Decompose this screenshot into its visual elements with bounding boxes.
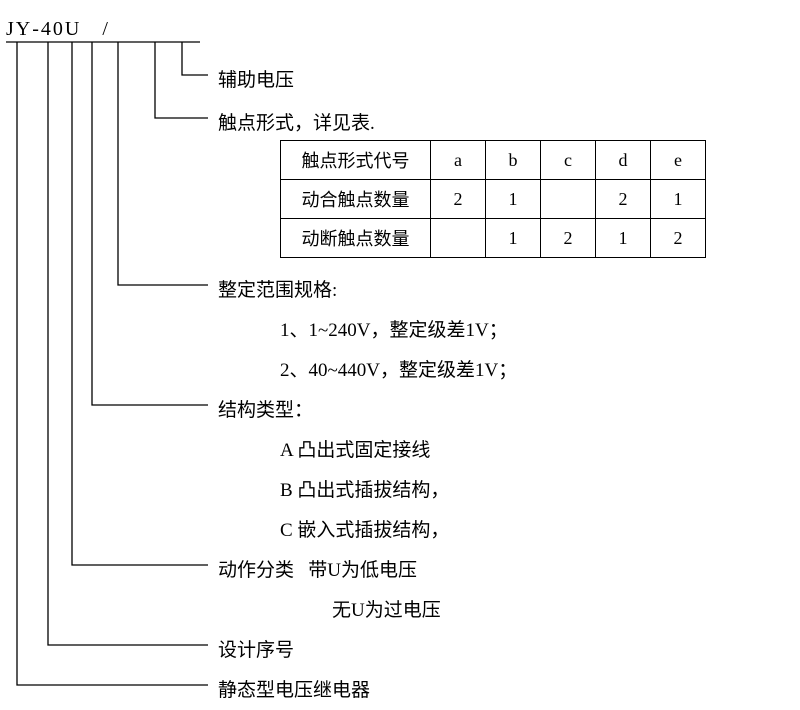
table-header-cell: e [651, 141, 706, 180]
model-slash: / [102, 18, 110, 41]
table-header-cell: c [541, 141, 596, 180]
model-p1: J [6, 18, 16, 41]
table-row: 动合触点数量 2 1 2 1 [281, 180, 706, 219]
table-header-cell: 触点形式代号 [281, 141, 431, 180]
model-p4: 0 [53, 18, 65, 41]
table-row: 触点形式代号 a b c d e [281, 141, 706, 180]
structure-b: B 凸出式插拔结构， [280, 475, 449, 502]
table-header-cell: a [431, 141, 486, 180]
model-p3: -4 [32, 18, 53, 41]
table-cell: 2 [651, 219, 706, 258]
model-gap1 [81, 18, 102, 41]
table-header-cell: d [596, 141, 651, 180]
label-structure: 结构类型： [218, 395, 313, 422]
label-contact-form: 触点形式，详见表. [218, 108, 375, 135]
label-design-no: 设计序号 [218, 635, 294, 662]
action-sub: 无U为过电压 [332, 595, 441, 622]
structure-c: C 嵌入式插拔结构， [280, 515, 449, 542]
model-code: JY-40U / [6, 18, 131, 41]
model-p5: U [65, 18, 81, 41]
contact-form-table: 触点形式代号 a b c d e 动合触点数量 2 1 2 1 动断触点数量 1… [280, 140, 706, 258]
label-aux-voltage: 辅助电压 [218, 65, 294, 92]
table-row: 动断触点数量 1 2 1 2 [281, 219, 706, 258]
table-cell: 2 [541, 219, 596, 258]
table-cell: 1 [486, 180, 541, 219]
table-cell: 动断触点数量 [281, 219, 431, 258]
table-cell: 2 [596, 180, 651, 219]
label-setting-range: 整定范围规格: [218, 275, 337, 302]
label-action: 动作分类 带U为低电压 [218, 555, 417, 582]
setting-line-2: 2、40~440V，整定级差1V； [280, 355, 517, 382]
table-cell [541, 180, 596, 219]
table-cell: 2 [431, 180, 486, 219]
model-gap2 [110, 18, 131, 41]
table-cell: 1 [596, 219, 651, 258]
table-header-cell: b [486, 141, 541, 180]
model-p2: Y [16, 18, 32, 41]
table-cell: 动合触点数量 [281, 180, 431, 219]
label-relay-type: 静态型电压继电器 [218, 675, 370, 702]
structure-a: A 凸出式固定接线 [280, 435, 430, 462]
table-cell: 1 [651, 180, 706, 219]
setting-line-1: 1、1~240V，整定级差1V； [280, 315, 508, 342]
table-cell [431, 219, 486, 258]
table-cell: 1 [486, 219, 541, 258]
